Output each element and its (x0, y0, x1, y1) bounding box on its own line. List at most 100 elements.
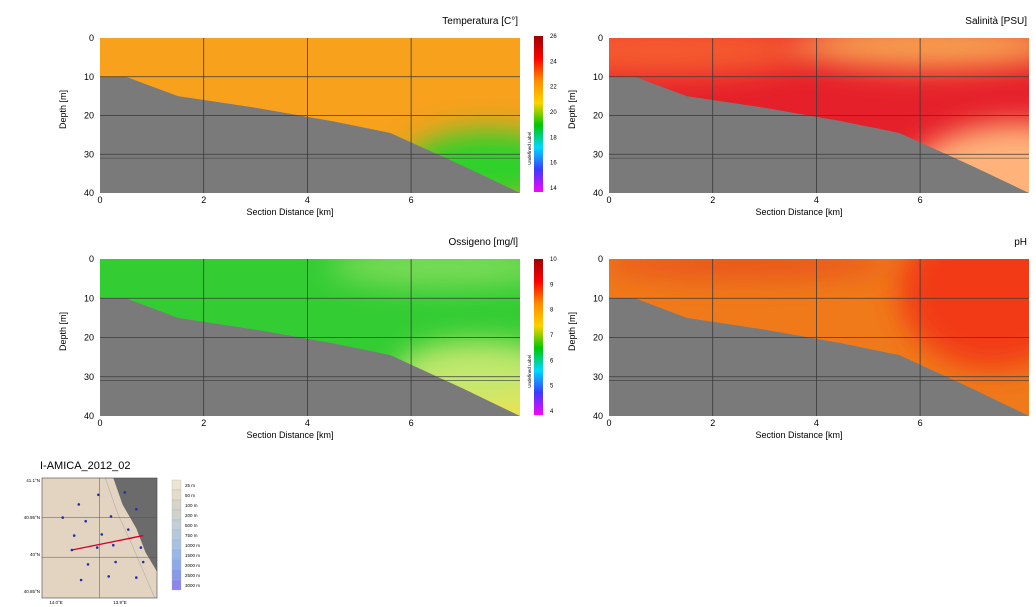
panel-ph: 0 2 4 6 0 10 20 30 40 pH Section Distance [km] Dept… (567, 237, 1029, 440)
field-patch (899, 259, 1029, 369)
map-transect (71, 534, 144, 551)
seafloor (609, 76, 1029, 193)
map-station (77, 503, 81, 506)
colorbar-tick-label: 10 (550, 257, 557, 263)
y-tick-label: 0 (598, 254, 603, 264)
colorbar-tick-label: 22 (550, 85, 557, 91)
field-oxy (100, 259, 520, 416)
map-station (112, 543, 115, 547)
map-border (41, 477, 158, 599)
colorbar-rect (534, 36, 543, 192)
map-land (113, 478, 157, 572)
colorbar: 26 24 22 20 18 16 14 Undefined Label (527, 34, 557, 192)
field-temp (100, 38, 520, 193)
map-station (109, 515, 113, 518)
y-tick-label: 0 (89, 254, 94, 264)
y-tick-label: 10 (84, 72, 94, 82)
colorbar-tick-label: 4 (550, 409, 554, 415)
x-tick-label: 6 (918, 418, 923, 428)
x-tick-label: 4 (814, 195, 819, 205)
map-station (86, 563, 90, 566)
map-station (141, 560, 145, 564)
x-tick-label: 4 (305, 195, 310, 205)
map-contour (104, 478, 156, 598)
x-axis-label: Section Distance [km] (246, 207, 333, 217)
x-axis-label: Section Distance [km] (755, 430, 842, 440)
map-station (100, 533, 104, 536)
map-legend-label: 3000 m (185, 583, 200, 588)
x-tick-label: 4 (305, 418, 310, 428)
x-tick-label: 6 (918, 195, 923, 205)
map-legend-swatch (171, 489, 182, 501)
panel-sal: 0 2 4 6 0 10 20 30 40 Salinità [PSU] Section Dista… (567, 16, 1029, 217)
y-tick-label: 0 (89, 33, 94, 43)
map-legend-swatch (171, 509, 182, 521)
y-tick-label: 10 (593, 293, 603, 303)
y-axis-label: Depth [m] (567, 312, 577, 351)
map-legend-swatch (171, 559, 182, 571)
x-tick-label: 2 (201, 418, 206, 428)
map-lon-label: 14.0°E (49, 600, 63, 605)
y-tick-label: 20 (593, 111, 603, 121)
colorbar-tick-label: 24 (550, 59, 557, 65)
chart-title: Salinità [PSU] (965, 16, 1027, 27)
map-legend-label: 2500 m (185, 573, 200, 578)
colorbar-tick-label: 26 (550, 34, 557, 40)
x-axis-label: Section Distance [km] (755, 207, 842, 217)
chart-title: pH (1014, 237, 1027, 248)
x-axis-label: Section Distance [km] (246, 430, 333, 440)
map-legend-swatch (171, 479, 182, 491)
y-tick-label: 30 (84, 372, 94, 382)
x-tick-label: 2 (710, 418, 715, 428)
map-station (114, 560, 117, 564)
field-patch (609, 259, 889, 279)
colorbar-rect (534, 259, 543, 415)
map-lat-label: 40°N (30, 552, 40, 557)
y-tick-label: 20 (84, 333, 94, 343)
y-axis-label: Depth [m] (567, 90, 577, 129)
map-legend-label: 100 m (185, 503, 198, 508)
map-frame (42, 478, 157, 598)
map-legend-swatch (171, 579, 182, 591)
map-station (84, 519, 87, 523)
y-axis-label: Depth [m] (58, 90, 68, 129)
map-legend-label: 25 m (185, 483, 195, 488)
y-axis-label: Depth [m] (58, 312, 68, 351)
colorbar-tick-label: 6 (550, 358, 554, 364)
seafloor (100, 76, 520, 193)
map-legend-label: 1500 m (185, 553, 200, 558)
colorbar-tick-label: 16 (550, 161, 557, 167)
field-patches (609, 259, 1029, 369)
map-legend-swatch (171, 569, 182, 581)
map-station (95, 546, 99, 549)
map-station (135, 507, 138, 511)
colorbar-tick-label: 8 (550, 308, 554, 314)
y-tick-label: 10 (593, 72, 603, 82)
map-legend-swatch (171, 549, 182, 561)
field-patch (609, 38, 817, 77)
panel-oxy: 0 2 4 6 0 10 20 30 40 Ossigeno [mg/l] Section Dist… (58, 237, 557, 440)
field-patch (328, 259, 520, 287)
x-tick-label: 4 (814, 418, 819, 428)
y-tick-label: 10 (84, 293, 94, 303)
map-lat-label: 41.1°N (26, 478, 40, 483)
seafloor (100, 298, 520, 416)
x-tick-label: 2 (201, 195, 206, 205)
colorbar: 10 9 8 7 6 5 4 Undefined Label (527, 257, 557, 415)
map-station (72, 534, 76, 537)
map-legend-label: 500 m (185, 523, 198, 528)
seafloor (609, 298, 1029, 416)
map-legend-label: 1000 m (185, 543, 200, 548)
map-legend-swatch (171, 529, 182, 541)
map-legend-label: 50 m (185, 493, 195, 498)
map-legend-label: 750 m (185, 533, 198, 538)
y-tick-label: 20 (84, 111, 94, 121)
map-station (139, 546, 143, 549)
x-tick-label: 6 (409, 418, 414, 428)
y-tick-label: 30 (593, 149, 603, 159)
colorbar-tick-label: 18 (550, 135, 557, 141)
chart-title: Temperatura [C°] (442, 16, 518, 27)
map-legend-label: 200 m (185, 513, 198, 518)
colorbar-tick-label: 5 (550, 384, 554, 390)
chart-title: Ossigeno [mg/l] (449, 237, 519, 248)
